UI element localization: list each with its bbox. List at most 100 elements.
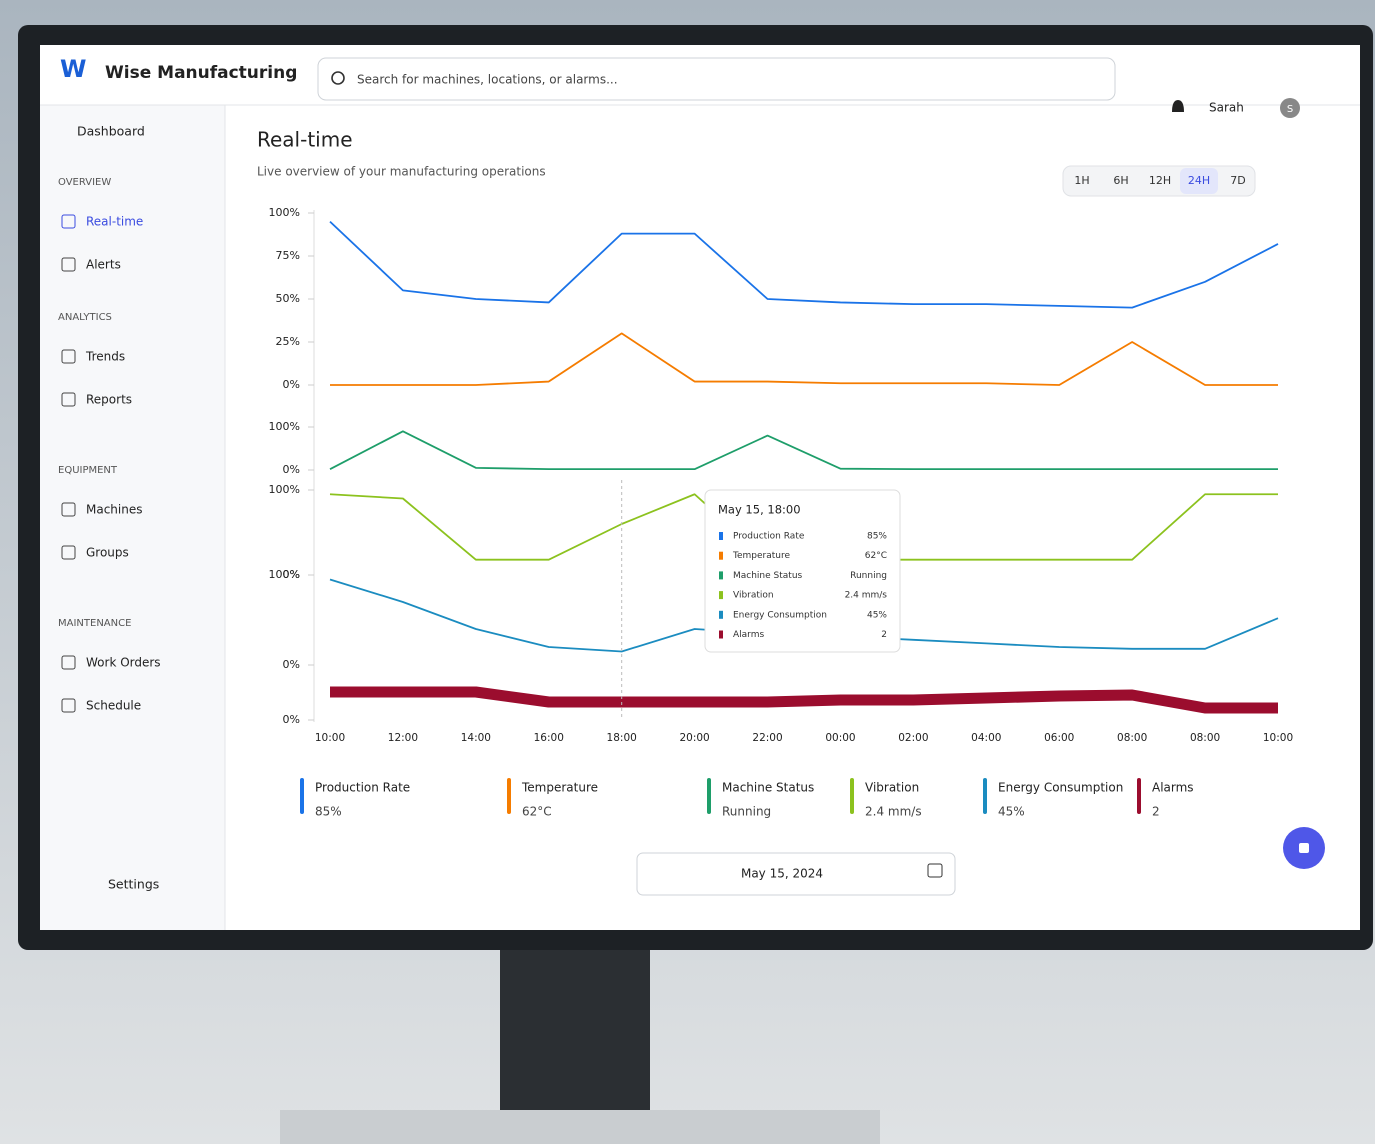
tooltip-name: Alarms: [733, 630, 764, 640]
y-tick-label: 50%: [276, 292, 300, 305]
legend-value: 45%: [998, 805, 1025, 819]
y-tick-label: 0%: [283, 568, 300, 581]
fab-icon: [1299, 843, 1309, 853]
range-button[interactable]: 24H: [1188, 174, 1210, 187]
y-tick-label: 0%: [283, 463, 300, 476]
tooltip-value: Running: [850, 571, 887, 581]
nav-item[interactable]: Real-time: [86, 215, 143, 229]
nav-icon: [61, 349, 76, 364]
x-tick-label: 08:00: [1190, 732, 1220, 744]
legend-bar: [850, 778, 854, 814]
nav-icon: [61, 257, 76, 272]
monitor-base: [280, 1110, 880, 1144]
tooltip-swatch: [719, 591, 723, 600]
brand: Wise Manufacturing: [105, 63, 297, 83]
y-tick-label: 75%: [276, 249, 300, 262]
legend-value: 62°C: [522, 805, 552, 819]
legend-bar: [300, 778, 304, 814]
page-title: Real-time: [257, 128, 353, 152]
nav-dashboard[interactable]: Dashboard: [77, 124, 145, 139]
legend-bar: [507, 778, 511, 814]
y-tick-label: 100%: [269, 568, 300, 581]
legend-value: 85%: [315, 805, 342, 819]
page-subtitle: Live overview of your manufacturing oper…: [257, 165, 546, 179]
x-tick-label: 10:00: [1263, 732, 1293, 744]
range-button[interactable]: 7D: [1230, 174, 1245, 187]
nav-item[interactable]: Machines: [86, 503, 142, 517]
search-icon: [331, 71, 345, 85]
nav-icon: [61, 214, 76, 229]
tooltip-title: May 15, 18:00: [718, 503, 801, 517]
nav-section-title: EQUIPMENT: [58, 465, 118, 476]
range-active: [1180, 168, 1218, 194]
user-name[interactable]: Sarah: [1209, 101, 1244, 115]
nav-item[interactable]: Trends: [85, 350, 125, 364]
search-box[interactable]: [317, 57, 1116, 101]
tooltip-swatch: [719, 630, 723, 639]
nav-item[interactable]: Work Orders: [86, 656, 161, 670]
y-tick-label: 25%: [276, 335, 300, 348]
range-button[interactable]: 1H: [1074, 174, 1089, 187]
series-line: [329, 430, 1278, 471]
tooltip-value: 62°C: [865, 551, 887, 561]
tooltip-name: Temperature: [732, 551, 790, 561]
bell-icon[interactable]: [1172, 100, 1184, 112]
x-tick-label: 06:00: [1044, 732, 1074, 744]
nav-item[interactable]: Schedule: [86, 699, 141, 713]
legend-name: Alarms: [1152, 781, 1194, 795]
avatar-initial: S: [1287, 104, 1293, 115]
y-tick-label: 100%: [269, 420, 300, 433]
tooltip-value: 85%: [867, 532, 887, 542]
x-tick-label: 14:00: [461, 732, 491, 744]
nav-item[interactable]: Groups: [86, 546, 129, 560]
x-tick-label: 20:00: [679, 732, 709, 744]
nav-settings[interactable]: Settings: [108, 877, 159, 892]
avatar[interactable]: [1280, 98, 1300, 118]
legend-name: Temperature: [521, 781, 598, 795]
legend-name: Production Rate: [315, 781, 410, 795]
legend-value: 2.4 mm/s: [865, 805, 922, 819]
nav-icon: [61, 545, 76, 560]
tooltip-value: 45%: [867, 610, 887, 620]
x-tick-label: 18:00: [607, 732, 637, 744]
legend-bar: [1137, 778, 1141, 814]
x-tick-label: 08:00: [1117, 732, 1147, 744]
series-line: [330, 686, 1278, 714]
legend-value: 2: [1152, 805, 1160, 819]
tooltip-name: Energy Consumption: [733, 610, 827, 620]
x-tick-label: 04:00: [971, 732, 1001, 744]
y-tick-label: 0%: [283, 378, 300, 391]
y-tick-label: 0%: [283, 658, 300, 671]
nav-section-title: MAINTENANCE: [58, 618, 131, 629]
legend-name: Vibration: [865, 781, 919, 795]
series-line: [329, 220, 1279, 309]
nav-item[interactable]: Reports: [86, 393, 132, 407]
tooltip-swatch: [719, 532, 723, 540]
range-button[interactable]: 6H: [1113, 174, 1128, 187]
tooltip-swatch: [719, 610, 723, 619]
sidebar: [40, 105, 225, 930]
range-button[interactable]: 12H: [1149, 174, 1171, 187]
tooltip-swatch: [719, 551, 723, 560]
legend-name: Energy Consumption: [998, 781, 1123, 795]
nav-icon: [61, 392, 76, 407]
tooltip-name: Production Rate: [733, 532, 805, 542]
legend-name: Machine Status: [722, 781, 814, 795]
date-picker[interactable]: [636, 852, 956, 896]
nav-icon: [61, 502, 76, 517]
legend-bar: [983, 778, 987, 814]
x-tick-label: 12:00: [388, 732, 418, 744]
nav-section-title: OVERVIEW: [58, 177, 111, 188]
x-tick-label: 16:00: [534, 732, 564, 744]
y-tick-label: 100%: [269, 206, 300, 219]
nav-icon: [61, 655, 76, 670]
x-tick-label: 02:00: [898, 732, 928, 744]
logo: W: [60, 55, 86, 83]
nav-icon: [61, 698, 76, 713]
tooltip-name: Machine Status: [733, 571, 803, 581]
nav-item[interactable]: Alerts: [86, 258, 121, 272]
calendar-icon[interactable]: [927, 863, 943, 878]
y-tick-label: 100%: [269, 483, 300, 496]
